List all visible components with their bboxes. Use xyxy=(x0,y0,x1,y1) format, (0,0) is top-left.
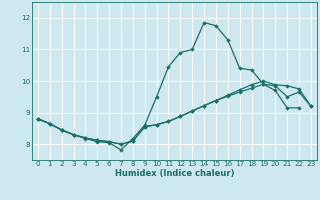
X-axis label: Humidex (Indice chaleur): Humidex (Indice chaleur) xyxy=(115,169,234,178)
